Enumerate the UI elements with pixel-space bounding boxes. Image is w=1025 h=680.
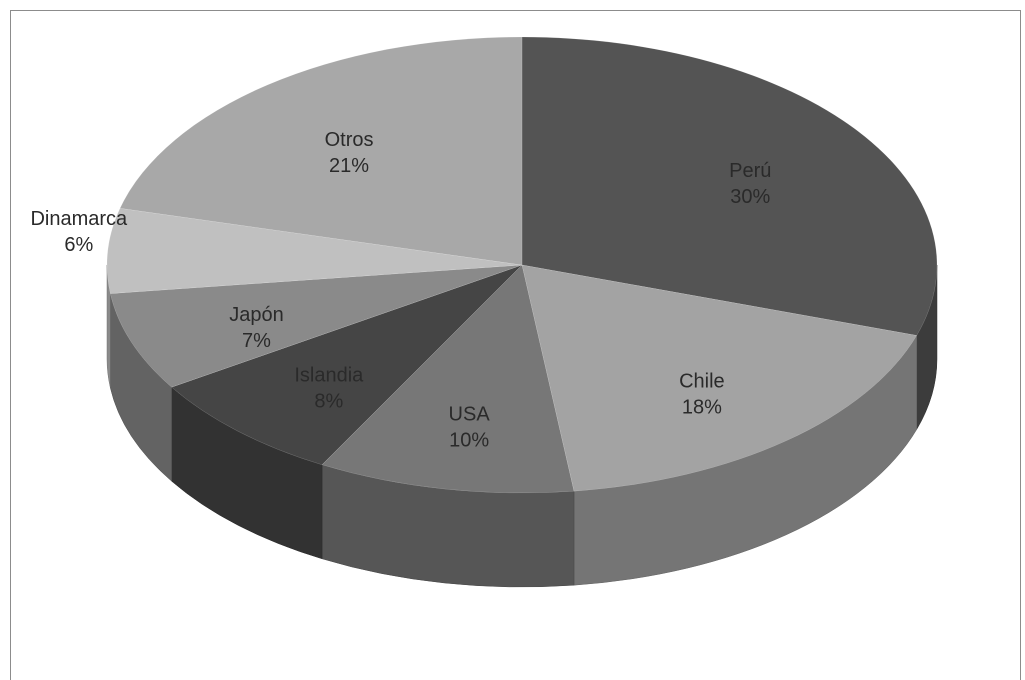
slice-label: USA bbox=[449, 404, 491, 426]
slice-value-label: 30% bbox=[730, 186, 770, 208]
slice-label: Perú bbox=[729, 160, 771, 182]
slice-value-label: 6% bbox=[64, 234, 93, 256]
slice-value-label: 21% bbox=[329, 155, 369, 177]
pie-sides bbox=[106, 264, 938, 588]
slice-value-label: 18% bbox=[682, 397, 722, 419]
pie-slice bbox=[321, 264, 575, 494]
pie-labels: Perú 30% Chile 18% USA 10% Islandia 8% Japón 7% Di… bbox=[30, 129, 771, 452]
pie-slice bbox=[109, 264, 523, 388]
slice-label: Islandia bbox=[294, 364, 364, 386]
slice-value-label: 8% bbox=[314, 390, 343, 412]
slice-label: Japón bbox=[229, 304, 284, 326]
slice-value-label: 7% bbox=[242, 330, 271, 352]
slice-label: Otros bbox=[325, 129, 374, 151]
pie-slice bbox=[521, 36, 938, 336]
pie-slice bbox=[119, 36, 523, 266]
slice-label: Chile bbox=[679, 371, 725, 393]
pie-slice bbox=[521, 264, 918, 492]
slice-value-label: 10% bbox=[449, 430, 489, 452]
pie-tops bbox=[106, 36, 938, 494]
slice-label: Dinamarca bbox=[30, 208, 128, 230]
pie-slice bbox=[171, 264, 523, 466]
chart-frame bbox=[10, 10, 1021, 680]
pie-slice bbox=[106, 208, 523, 294]
